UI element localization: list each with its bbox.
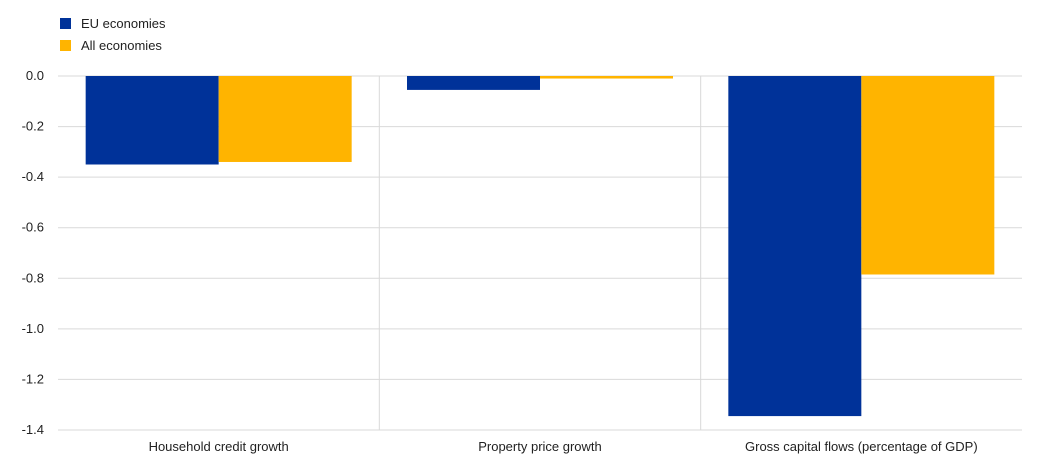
bar-all — [861, 76, 995, 275]
bar-all — [218, 76, 352, 162]
y-tick-label: -0.2 — [22, 119, 44, 134]
legend-swatch-all — [60, 39, 71, 51]
legend: EU economies All economies — [60, 12, 166, 56]
y-tick-label: -0.8 — [22, 270, 44, 285]
x-axis: Household credit growth Property price gr… — [149, 439, 978, 454]
legend-swatch-eu — [60, 17, 71, 29]
y-axis: 0.0 -0.2 -0.4 -0.6 -0.8 -1.0 -1.2 -1.4 — [22, 68, 44, 437]
bar-eu — [407, 76, 540, 90]
bar-eu — [85, 76, 219, 165]
bar-eu — [728, 76, 862, 417]
y-tick-label: -1.0 — [22, 321, 44, 336]
y-tick-label: -0.6 — [22, 220, 44, 235]
y-tick-label: -1.4 — [22, 422, 44, 437]
y-tick-label: -1.2 — [22, 371, 44, 386]
y-tick-label: 0.0 — [26, 68, 44, 83]
x-category-label: Household credit growth — [149, 439, 289, 454]
bars — [85, 76, 995, 417]
x-category-label: Gross capital flows (percentage of GDP) — [745, 439, 978, 454]
bar-all — [540, 76, 673, 79]
legend-item-all: All economies — [60, 34, 166, 56]
y-tick-label: -0.4 — [22, 169, 44, 184]
legend-label-eu: EU economies — [81, 15, 166, 31]
legend-label-all: All economies — [81, 37, 162, 53]
legend-item-eu: EU economies — [60, 12, 166, 34]
x-category-label: Property price growth — [478, 439, 602, 454]
